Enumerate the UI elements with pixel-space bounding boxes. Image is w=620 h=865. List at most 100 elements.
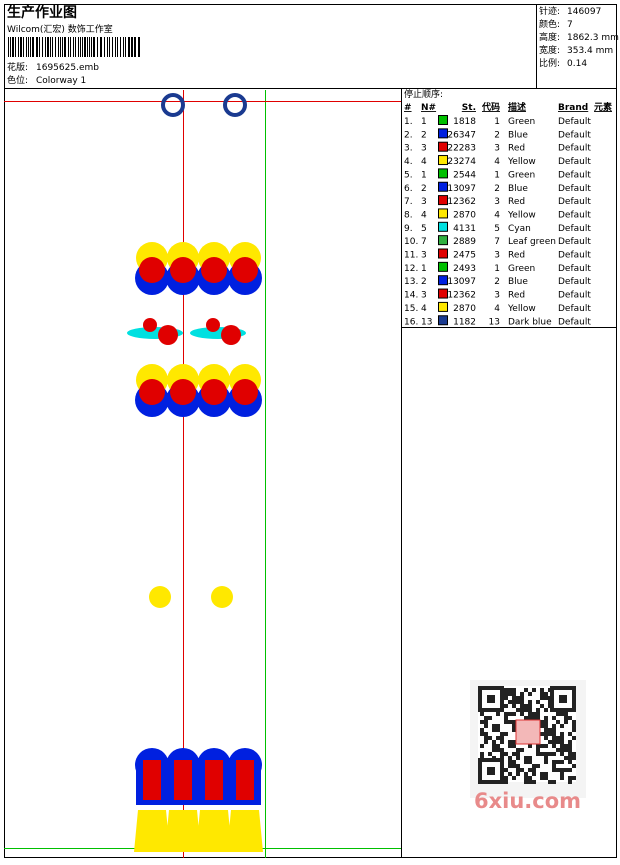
cell: 4 <box>494 304 500 314</box>
qr-cell <box>500 748 504 752</box>
info: 针迹: 146097 颜色: 7 高度: 1862.3 mm 宽度: 353.4 mm 比例: 0… <box>539 5 619 69</box>
qr-cell <box>520 692 524 696</box>
qr-cell <box>484 720 488 724</box>
qr-cell <box>544 708 548 712</box>
cell: 2 <box>421 184 427 194</box>
swatch <box>438 221 448 232</box>
info-label: 针迹: <box>539 5 560 17</box>
motif <box>139 257 165 283</box>
cell: 12362 <box>447 291 476 301</box>
bar <box>134 37 136 57</box>
qr-cell <box>508 756 512 760</box>
swatch <box>438 155 448 166</box>
qr-cell <box>552 752 556 756</box>
bar <box>117 37 118 57</box>
qr-cell <box>508 740 512 744</box>
qr-cell <box>568 756 572 760</box>
qr-cell <box>480 744 484 748</box>
qr-cell <box>528 708 532 712</box>
qr-cell <box>556 736 560 740</box>
bar <box>104 37 105 57</box>
qr-cell <box>516 756 520 760</box>
qr-cell <box>540 772 544 776</box>
motif <box>223 93 247 117</box>
qr-cell <box>496 748 500 752</box>
qr-cell <box>564 720 568 724</box>
qr-cell <box>512 740 516 744</box>
cell: 8. <box>404 210 413 220</box>
fringe <box>134 810 170 852</box>
qr-cell <box>496 724 500 728</box>
qr-cell <box>564 716 568 720</box>
bar <box>30 37 31 57</box>
cell: 3 <box>421 251 427 261</box>
motif <box>236 760 254 800</box>
qr-cell <box>512 700 516 704</box>
qr-cell <box>540 704 544 708</box>
qr-cell <box>536 700 540 704</box>
cell: 4131 <box>453 224 476 234</box>
qr-cell <box>540 720 544 724</box>
qr-cell <box>564 768 568 772</box>
qr-code <box>470 680 586 798</box>
cell: 3 <box>421 144 427 154</box>
bar <box>97 37 98 57</box>
cell: 12. <box>404 264 418 274</box>
bar <box>32 37 34 57</box>
cell: 9. <box>404 224 413 234</box>
qr-cell <box>512 724 516 728</box>
qr-cell <box>544 724 548 728</box>
cell: 14. <box>404 291 418 301</box>
cell: Default <box>558 251 591 261</box>
qr-cell <box>528 744 532 748</box>
qr-cell <box>560 752 564 756</box>
swatch <box>438 195 448 206</box>
qr-cell <box>556 740 560 744</box>
cell: 5 <box>494 224 500 234</box>
qr-cell <box>560 744 564 748</box>
bar <box>84 37 86 57</box>
cell: 12362 <box>447 197 476 207</box>
qr-cell <box>532 712 536 716</box>
qr-cell <box>552 732 556 736</box>
qr-cell <box>520 748 524 752</box>
qr-cell <box>548 752 552 756</box>
qr-cell <box>484 724 488 728</box>
qr-cell <box>508 744 512 748</box>
cell: Default <box>558 170 591 180</box>
qr-cell <box>520 704 524 708</box>
stop-table: 停止顺序: # N# St. 代码 描述 Brand 元素 1. 1 1818 1 Green Defau… <box>404 88 612 327</box>
qr-cell <box>508 720 512 724</box>
design-file: 1695625.emb <box>36 63 99 73</box>
cell: 3 <box>421 197 427 207</box>
qr-cell <box>544 736 548 740</box>
qr-cell <box>540 776 544 780</box>
qr-finder <box>487 767 495 775</box>
studio: Wilcom(汇宏) 数饰工作室 <box>7 23 113 35</box>
cell: 3 <box>494 251 500 261</box>
qr-cell <box>520 700 524 704</box>
qr-cell <box>556 768 560 772</box>
cell: 13097 <box>447 277 476 287</box>
qr-cell <box>552 740 556 744</box>
qr-cell <box>568 780 572 784</box>
qr-cell <box>508 688 512 692</box>
cell: Default <box>558 197 591 207</box>
qr-cell <box>512 752 516 756</box>
qr-cell <box>480 752 484 756</box>
qr-cell <box>524 760 528 764</box>
qr-cell <box>540 724 544 728</box>
qr-cell <box>564 744 568 748</box>
qr-cell <box>508 692 512 696</box>
qr-cell <box>496 728 500 732</box>
bar <box>68 37 69 57</box>
cell: 2 <box>494 184 500 194</box>
qr-cell <box>536 744 540 748</box>
bar <box>109 37 110 57</box>
qr-cell <box>524 776 528 780</box>
qr-cell <box>532 688 536 692</box>
qr-cell <box>528 776 532 780</box>
cell: Default <box>558 277 591 287</box>
qr-cell <box>496 744 500 748</box>
qr-cell <box>500 732 504 736</box>
